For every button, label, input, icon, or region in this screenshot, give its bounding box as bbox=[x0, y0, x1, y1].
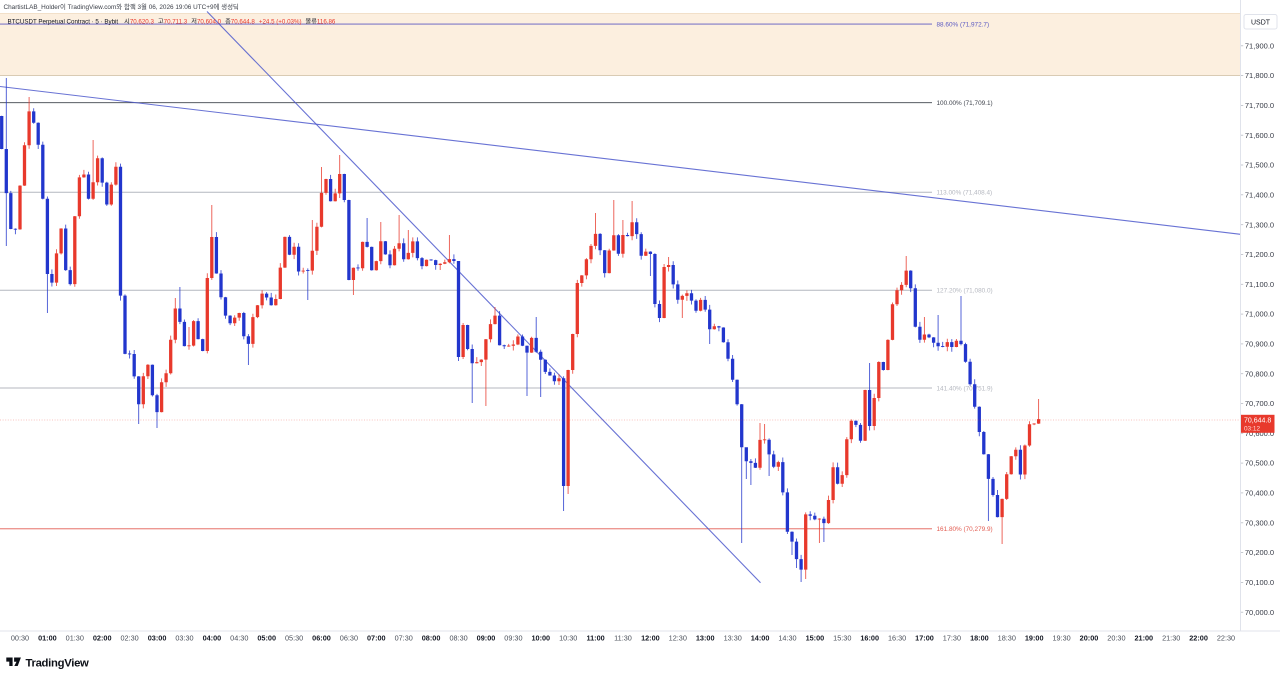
svg-text:11:30: 11:30 bbox=[614, 634, 632, 643]
svg-text:17:30: 17:30 bbox=[943, 634, 961, 643]
svg-text:70,644.8: 70,644.8 bbox=[1244, 418, 1271, 425]
svg-text:20:00: 20:00 bbox=[1080, 634, 1099, 643]
svg-text:15:00: 15:00 bbox=[806, 634, 825, 643]
svg-text:09:00: 09:00 bbox=[477, 634, 496, 643]
svg-text:04:00: 04:00 bbox=[203, 634, 222, 643]
svg-text:141.40% (70,751.9): 141.40% (70,751.9) bbox=[937, 385, 993, 392]
svg-text:113.00% (71,408.4): 113.00% (71,408.4) bbox=[937, 190, 993, 197]
svg-text:21:30: 21:30 bbox=[1162, 634, 1180, 643]
svg-text:13:00: 13:00 bbox=[696, 634, 715, 643]
svg-text:10:00: 10:00 bbox=[531, 634, 550, 643]
svg-text:05:30: 05:30 bbox=[285, 634, 303, 643]
svg-text:05:00: 05:00 bbox=[257, 634, 276, 643]
svg-text:71,800.0: 71,800.0 bbox=[1245, 71, 1274, 80]
svg-text:06:00: 06:00 bbox=[312, 634, 331, 643]
svg-text:161.80% (70,279.9): 161.80% (70,279.9) bbox=[937, 526, 993, 533]
svg-text:14:30: 14:30 bbox=[778, 634, 796, 643]
svg-text:10:30: 10:30 bbox=[559, 634, 577, 643]
svg-text:00:30: 00:30 bbox=[11, 634, 29, 643]
svg-text:TradingView: TradingView bbox=[26, 658, 90, 670]
svg-text:02:30: 02:30 bbox=[120, 634, 138, 643]
svg-text:12:30: 12:30 bbox=[669, 634, 687, 643]
svg-text:71,300.0: 71,300.0 bbox=[1245, 220, 1274, 229]
svg-text:71,400.0: 71,400.0 bbox=[1245, 190, 1274, 199]
svg-text:11:00: 11:00 bbox=[586, 634, 604, 643]
svg-text:18:00: 18:00 bbox=[970, 634, 989, 643]
svg-text:01:00: 01:00 bbox=[38, 634, 57, 643]
svg-text:71,100.0: 71,100.0 bbox=[1245, 280, 1274, 289]
svg-text:03:30: 03:30 bbox=[175, 634, 193, 643]
svg-text:100.00% (71,709.1): 100.00% (71,709.1) bbox=[937, 100, 993, 107]
svg-text:04:30: 04:30 bbox=[230, 634, 248, 643]
svg-text:88.60% (71,972.7): 88.60% (71,972.7) bbox=[937, 21, 990, 28]
svg-text:12:00: 12:00 bbox=[641, 634, 660, 643]
svg-text:14:00: 14:00 bbox=[751, 634, 770, 643]
svg-text:19:00: 19:00 bbox=[1025, 634, 1044, 643]
svg-text:70,800.0: 70,800.0 bbox=[1245, 369, 1274, 378]
svg-text:15:30: 15:30 bbox=[833, 634, 851, 643]
svg-text:21:00: 21:00 bbox=[1134, 634, 1153, 643]
svg-text:71,600.0: 71,600.0 bbox=[1245, 131, 1274, 140]
svg-text:02:00: 02:00 bbox=[93, 634, 112, 643]
svg-text:03:12: 03:12 bbox=[1244, 426, 1260, 433]
svg-text:22:30: 22:30 bbox=[1217, 634, 1235, 643]
svg-text:71,500.0: 71,500.0 bbox=[1245, 161, 1274, 170]
svg-text:16:30: 16:30 bbox=[888, 634, 906, 643]
svg-text:127.20% (71,080.0): 127.20% (71,080.0) bbox=[937, 288, 993, 295]
svg-text:70,700.0: 70,700.0 bbox=[1245, 399, 1274, 408]
svg-text:13:30: 13:30 bbox=[724, 634, 742, 643]
svg-text:70,200.0: 70,200.0 bbox=[1245, 548, 1274, 557]
svg-text:70,300.0: 70,300.0 bbox=[1245, 518, 1274, 527]
svg-text:09:30: 09:30 bbox=[504, 634, 522, 643]
svg-text:20:30: 20:30 bbox=[1107, 634, 1125, 643]
svg-text:71,200.0: 71,200.0 bbox=[1245, 250, 1274, 259]
svg-text:17:00: 17:00 bbox=[915, 634, 934, 643]
svg-text:07:00: 07:00 bbox=[367, 634, 386, 643]
svg-text:18:30: 18:30 bbox=[998, 634, 1016, 643]
svg-text:ChartistLAB_Holder이 TradingVie: ChartistLAB_Holder이 TradingView.com와 함꺀 … bbox=[4, 2, 239, 11]
svg-text:07:30: 07:30 bbox=[395, 634, 413, 643]
svg-text:08:00: 08:00 bbox=[422, 634, 441, 643]
svg-text:71,700.0: 71,700.0 bbox=[1245, 101, 1274, 110]
svg-text:70,100.0: 70,100.0 bbox=[1245, 578, 1274, 587]
svg-text:03:00: 03:00 bbox=[148, 634, 167, 643]
svg-text:70,600.0: 70,600.0 bbox=[1245, 429, 1274, 438]
svg-text:22:00: 22:00 bbox=[1189, 634, 1208, 643]
svg-text:70,500.0: 70,500.0 bbox=[1245, 459, 1274, 468]
svg-text:70,000.0: 70,000.0 bbox=[1245, 608, 1274, 617]
svg-text:01:30: 01:30 bbox=[66, 634, 84, 643]
svg-text:71,000.0: 71,000.0 bbox=[1245, 310, 1274, 319]
svg-text:08:30: 08:30 bbox=[449, 634, 467, 643]
svg-text:BTCUSDT Perpetual Contract · 5: BTCUSDT Perpetual Contract · 5 · Bybit 시7… bbox=[8, 17, 336, 25]
svg-text:70,400.0: 70,400.0 bbox=[1245, 489, 1274, 498]
svg-text:70,900.0: 70,900.0 bbox=[1245, 340, 1274, 349]
svg-text:16:00: 16:00 bbox=[860, 634, 879, 643]
svg-text:USDT: USDT bbox=[1251, 20, 1271, 27]
svg-text:71,900.0: 71,900.0 bbox=[1245, 41, 1274, 50]
svg-text:06:30: 06:30 bbox=[340, 634, 358, 643]
svg-text:19:30: 19:30 bbox=[1052, 634, 1070, 643]
